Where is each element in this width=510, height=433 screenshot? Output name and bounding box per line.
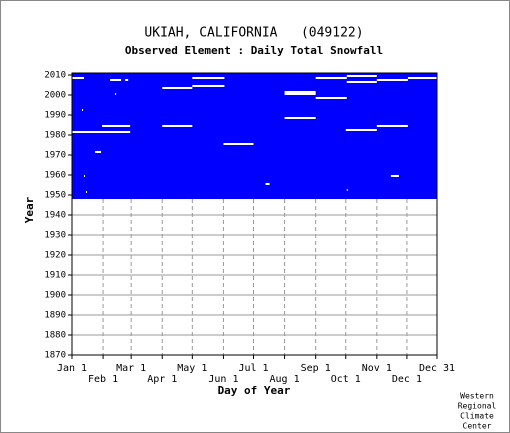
y-tick-label: 1980 bbox=[44, 131, 66, 141]
missing-gap bbox=[162, 87, 193, 89]
y-tick-label: 2010 bbox=[44, 71, 66, 81]
missing-gap bbox=[162, 125, 193, 127]
y-tick-label: 1930 bbox=[44, 231, 66, 241]
missing-gap bbox=[192, 77, 225, 79]
missing-gap bbox=[95, 151, 102, 153]
x-tick-label: Dec 1 bbox=[392, 374, 422, 385]
missing-gap bbox=[72, 131, 131, 133]
y-tick-label: 1990 bbox=[44, 111, 66, 121]
missing-gap bbox=[346, 75, 377, 77]
x-tick-label: Mar 1 bbox=[116, 363, 146, 374]
y-tick-label: 1880 bbox=[44, 331, 66, 341]
missing-gap bbox=[115, 93, 117, 95]
x-tick-label: Oct 1 bbox=[331, 374, 361, 385]
missing-gap bbox=[284, 93, 316, 95]
x-tick-label: Jul 1 bbox=[238, 363, 268, 374]
x-axis-label: Day of Year bbox=[218, 384, 291, 397]
missing-gap bbox=[284, 117, 316, 119]
x-tick-label: Aug 1 bbox=[270, 374, 300, 385]
credit: Climate bbox=[460, 412, 494, 421]
missing-gap bbox=[346, 189, 348, 191]
y-tick-label: 1970 bbox=[44, 151, 66, 161]
missing-gap bbox=[86, 191, 88, 193]
credit: Western bbox=[460, 392, 494, 401]
y-tick-label: 2000 bbox=[44, 91, 66, 101]
record-block bbox=[72, 73, 437, 199]
y-tick-label: 1960 bbox=[44, 171, 66, 181]
chart-title: UKIAH, CALIFORNIA (049122) bbox=[144, 26, 363, 41]
missing-gap bbox=[346, 81, 377, 83]
missing-gap bbox=[125, 79, 129, 81]
missing-gap bbox=[223, 143, 254, 145]
x-tick-label: Nov 1 bbox=[362, 363, 392, 374]
missing-gap bbox=[407, 77, 437, 79]
x-tick-label: Sep 1 bbox=[301, 363, 331, 374]
chart-subtitle: Observed Element : Daily Total Snowfall bbox=[125, 44, 383, 57]
x-tick-label: Feb 1 bbox=[88, 374, 118, 385]
y-tick-label: 1890 bbox=[44, 311, 66, 321]
x-tick-label: May 1 bbox=[177, 363, 207, 374]
y-tick-label: 1920 bbox=[44, 251, 66, 261]
missing-gap bbox=[84, 175, 86, 177]
y-tick-label: 1940 bbox=[44, 211, 66, 221]
missing-gap bbox=[390, 175, 399, 177]
missing-gap bbox=[345, 129, 377, 131]
x-tick-label: Dec 31 bbox=[419, 363, 455, 374]
x-tick-label: Jun 1 bbox=[208, 374, 238, 385]
missing-gap bbox=[72, 77, 85, 79]
missing-gap bbox=[376, 125, 408, 127]
plot-frame bbox=[71, 72, 438, 356]
x-tick-label: Jan 1 bbox=[57, 363, 87, 374]
missing-gap bbox=[315, 77, 347, 79]
x-tick-label: Apr 1 bbox=[147, 374, 177, 385]
missing-gap bbox=[376, 79, 408, 81]
missing-gap bbox=[284, 91, 316, 93]
missing-gap bbox=[192, 85, 225, 87]
missing-gap bbox=[110, 79, 122, 81]
missing-gap bbox=[102, 125, 131, 127]
y-tick-label: 1910 bbox=[44, 271, 66, 281]
missing-gap bbox=[265, 183, 270, 185]
missing-gap bbox=[315, 97, 347, 99]
y-axis-label: Year bbox=[23, 196, 36, 223]
y-tick-label: 1900 bbox=[44, 291, 66, 301]
credit: Center bbox=[463, 422, 492, 431]
y-tick-label: 1870 bbox=[44, 351, 66, 361]
credit: Regional bbox=[458, 402, 497, 411]
y-tick-label: 1950 bbox=[44, 191, 66, 201]
missing-gap bbox=[82, 109, 84, 111]
